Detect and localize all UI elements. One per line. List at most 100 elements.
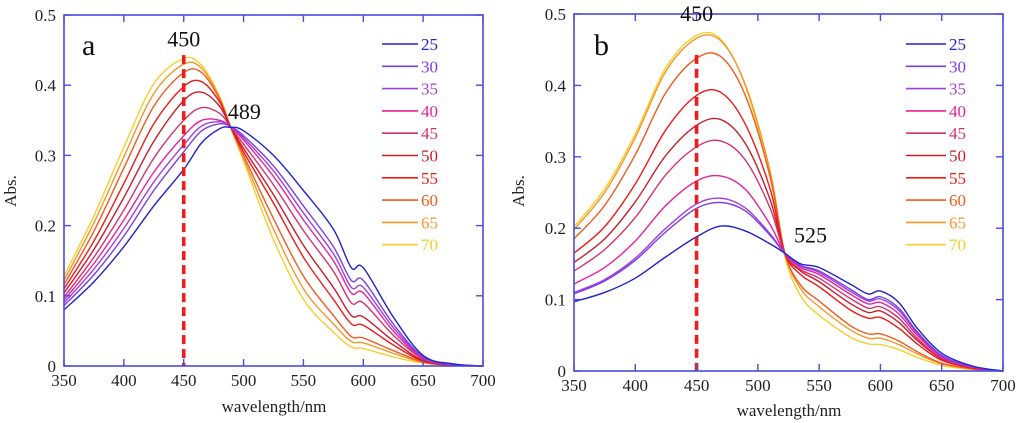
legend-label: 60 <box>949 191 966 210</box>
x-tick-label: 550 <box>291 371 317 390</box>
panel-a-annotations: 450 489 <box>167 27 261 124</box>
panel-b-annotations: 450 525 <box>680 1 827 247</box>
x-tick-label: 600 <box>868 376 894 395</box>
panel-a: 350 400 450 500 550 600 650 700 0 0.1 0.2 0.3 0.4 0.… <box>1 6 496 416</box>
legend-label: 45 <box>949 124 966 143</box>
legend-item-40: 40 <box>906 102 966 121</box>
panel-b-series-60 <box>573 52 1004 372</box>
y-tick-label: 0.5 <box>545 5 566 24</box>
x-tick-label: 450 <box>171 371 197 390</box>
panel-a-letter: a <box>82 29 95 62</box>
panel-a-series-65 <box>63 61 484 367</box>
y-tick-label: 0.4 <box>545 76 567 95</box>
panel-a-legend: 25 30 35 40 45 50 55 60 65 70 <box>382 35 438 255</box>
panel-b-series-45 <box>573 139 1004 372</box>
panel-a-x-ticks: 350 400 450 500 550 600 650 700 <box>51 15 496 390</box>
annotation-525: 525 <box>794 222 827 247</box>
legend-label: 50 <box>949 147 966 166</box>
legend-item-30: 30 <box>382 57 438 76</box>
legend-label: 65 <box>421 213 438 232</box>
y-tick-label: 0.1 <box>545 291 566 310</box>
legend-label: 30 <box>949 57 966 76</box>
legend-item-55: 55 <box>382 169 438 188</box>
legend-label: 55 <box>949 169 966 188</box>
legend-item-70: 70 <box>906 236 966 255</box>
panel-b-series-25 <box>573 225 1004 372</box>
panel-a-series-25 <box>63 126 484 367</box>
panel-a-series-45 <box>63 106 484 367</box>
y-tick-label: 0.2 <box>35 217 56 236</box>
y-tick-label: 0.5 <box>35 6 56 25</box>
x-tick-label: 700 <box>470 371 496 390</box>
legend-item-60: 60 <box>382 191 438 210</box>
legend-item-60: 60 <box>906 191 966 210</box>
x-tick-label: 400 <box>111 371 137 390</box>
x-tick-label: 350 <box>51 371 77 390</box>
y-tick-label: 0.3 <box>545 148 566 167</box>
legend-label: 25 <box>421 35 438 54</box>
panel-b-frame <box>573 13 1004 372</box>
x-tick-label: 500 <box>231 371 257 390</box>
legend-label: 25 <box>949 35 966 54</box>
panel-a-series-50 <box>63 91 484 367</box>
panel-b-series-55 <box>573 88 1004 372</box>
panel-b-y-ticks: 0 0.1 0.2 0.3 0.4 0.5 <box>545 5 1003 381</box>
x-tick-label: 700 <box>990 376 1016 395</box>
y-tick-label: 0.2 <box>545 219 566 238</box>
legend-label: 60 <box>421 191 438 210</box>
panel-b-x-ticks: 350 400 450 500 550 600 650 700 <box>561 14 1016 395</box>
legend-label: 40 <box>949 102 966 121</box>
panel-a-series-30 <box>63 122 484 367</box>
legend-label: 55 <box>421 169 438 188</box>
y-tick-label: 0.1 <box>35 287 56 306</box>
panel-b-y-axis-title: Abs. <box>509 175 528 207</box>
x-tick-label: 550 <box>806 376 832 395</box>
x-tick-label: 350 <box>561 376 587 395</box>
annotation-489: 489 <box>228 99 261 124</box>
legend-item-50: 50 <box>906 147 966 166</box>
legend-item-55: 55 <box>906 169 966 188</box>
legend-item-45: 45 <box>906 124 966 143</box>
x-tick-label: 500 <box>745 376 771 395</box>
panel-b-curves <box>573 31 1004 372</box>
panel-b-legend: 25 30 35 40 45 50 55 60 65 70 <box>906 35 966 255</box>
legend-item-40: 40 <box>382 102 438 121</box>
x-tick-label: 600 <box>351 371 377 390</box>
legend-label: 35 <box>421 80 438 99</box>
legend-item-35: 35 <box>906 80 966 99</box>
panel-a-series-40 <box>63 118 484 367</box>
legend-item-65: 65 <box>382 213 438 232</box>
legend-label: 65 <box>949 213 966 232</box>
legend-item-45: 45 <box>382 124 438 143</box>
y-tick-label: 0 <box>48 357 57 376</box>
panel-b-x-axis-title: wavelength/nm <box>737 401 842 420</box>
panel-b-letter: b <box>594 29 609 62</box>
legend-item-30: 30 <box>906 57 966 76</box>
annotation-450: 450 <box>680 1 713 26</box>
panel-b-plot-frame <box>573 13 1004 372</box>
legend-label: 30 <box>421 57 438 76</box>
x-tick-label: 650 <box>410 371 436 390</box>
panel-a-plot-frame <box>63 14 484 367</box>
legend-label: 50 <box>421 147 438 166</box>
y-tick-label: 0.4 <box>35 76 57 95</box>
annotation-450: 450 <box>167 27 200 52</box>
legend-item-65: 65 <box>906 213 966 232</box>
panel-a-curves <box>63 56 484 367</box>
legend-label: 35 <box>949 80 966 99</box>
legend-item-25: 25 <box>906 35 966 54</box>
x-tick-label: 650 <box>929 376 955 395</box>
panel-b-series-70 <box>573 31 1004 372</box>
panel-a-y-ticks: 0 0.1 0.2 0.3 0.4 0.5 <box>35 6 483 376</box>
x-tick-label: 450 <box>684 376 710 395</box>
panel-b: 350 400 450 500 550 600 650 700 0 0.1 0.2 0.3 0.4 0.… <box>509 1 1016 420</box>
legend-item-35: 35 <box>382 80 438 99</box>
panel-b-series-40 <box>573 174 1004 372</box>
legend-item-70: 70 <box>382 236 438 255</box>
y-tick-label: 0 <box>558 362 567 381</box>
panel-a-frame <box>63 14 484 367</box>
panel-a-series-60 <box>63 68 484 367</box>
y-tick-label: 0.3 <box>35 146 56 165</box>
panel-a-y-axis-title: Abs. <box>1 175 20 207</box>
